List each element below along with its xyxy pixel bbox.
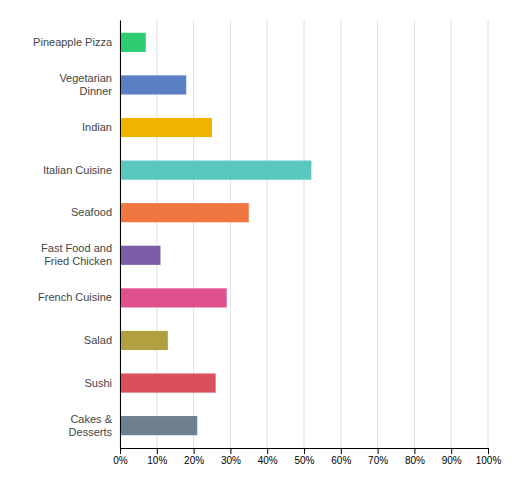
bars <box>120 33 311 435</box>
x-tick-label: 40% <box>258 455 278 466</box>
y-tick: Salad <box>84 334 112 346</box>
grid-line <box>267 20 268 448</box>
bar <box>120 118 212 137</box>
x-tick-mark <box>120 448 121 454</box>
x-tick-mark <box>341 448 342 454</box>
axis-domain <box>120 21 121 449</box>
x-tick-mark <box>157 448 158 454</box>
axis-domain <box>121 449 489 455</box>
x-tick-mark <box>304 448 305 454</box>
x-tick-label: 0% <box>113 455 128 466</box>
x-tick: 80% <box>405 448 425 466</box>
y-tick: Cakes &Desserts <box>69 413 113 438</box>
bar <box>120 33 146 52</box>
y-tick-label: Cakes &Desserts <box>69 413 113 438</box>
grid-line <box>120 20 121 448</box>
grid-line <box>304 20 305 448</box>
y-tick-label: Salad <box>84 334 112 346</box>
x-tick: 60% <box>331 448 351 466</box>
x-tick-label: 50% <box>294 455 314 466</box>
bar <box>120 161 311 180</box>
x-tick-label: 100% <box>476 455 502 466</box>
x-tick-label: 90% <box>442 455 462 466</box>
x-axis: 0% 10% 20% 30% 40% 50% 60% 70% 80% 90% 100% <box>113 448 501 466</box>
x-tick-label: 70% <box>368 455 388 466</box>
bar <box>120 75 186 94</box>
x-tick: 40% <box>258 448 278 466</box>
y-tick: Fast Food andFried Chicken <box>41 242 112 267</box>
y-tick: Indian <box>82 121 112 133</box>
y-tick: French Cuisine <box>38 291 112 303</box>
x-tick-label: 60% <box>331 455 351 466</box>
x-tick: 30% <box>221 448 241 466</box>
bar <box>120 373 216 392</box>
x-tick: 90% <box>442 448 462 466</box>
grid-line <box>377 20 378 448</box>
y-tick-label: Pineapple Pizza <box>33 36 113 48</box>
y-tick: VegetarianDinner <box>59 72 112 97</box>
grid-line <box>340 20 341 448</box>
y-tick: Pineapple Pizza <box>33 36 113 48</box>
y-tick-label: French Cuisine <box>38 291 112 303</box>
plot: 0% 10% 20% 30% 40% 50% 60% 70% 80% 90% 100% Pineapp… <box>33 20 501 466</box>
y-axis: Pineapple Pizza VegetarianDinner Indian Ita… <box>33 21 120 449</box>
x-tick-label: 30% <box>221 455 241 466</box>
x-tick-mark <box>378 448 379 454</box>
x-tick: 0% <box>113 448 128 466</box>
grid-line <box>488 20 489 448</box>
x-tick-label: 10% <box>147 455 167 466</box>
bar <box>120 246 160 265</box>
bar <box>120 203 249 222</box>
x-tick: 70% <box>368 448 388 466</box>
x-tick-mark <box>267 448 268 454</box>
x-tick-label: 20% <box>184 455 204 466</box>
x-tick: 50% <box>294 448 314 466</box>
x-tick: 20% <box>184 448 204 466</box>
bar <box>120 331 168 350</box>
x-tick: 10% <box>147 448 167 466</box>
chart: 0% 10% 20% 30% 40% 50% 60% 70% 80% 90% 100% Pineapp… <box>0 0 512 484</box>
y-tick-label: Italian Cuisine <box>43 164 112 176</box>
y-tick-label: Indian <box>82 121 112 133</box>
x-tick-mark <box>488 448 489 454</box>
y-tick-label: Sushi <box>84 377 112 389</box>
y-tick: Seafood <box>71 206 112 218</box>
y-tick-label: Seafood <box>71 206 112 218</box>
grid <box>120 20 488 448</box>
grid-line <box>414 20 415 448</box>
x-tick-mark <box>414 448 415 454</box>
bar <box>120 416 197 435</box>
x-tick-mark <box>451 448 452 454</box>
x-tick-label: 80% <box>405 455 425 466</box>
x-tick-mark <box>230 448 231 454</box>
x-tick-mark <box>194 448 195 454</box>
y-tick: Italian Cuisine <box>43 164 112 176</box>
bar <box>120 288 227 307</box>
grid-line <box>451 20 452 448</box>
y-tick-label: Fast Food andFried Chicken <box>41 242 112 267</box>
grid-line <box>230 20 231 448</box>
y-tick: Sushi <box>84 377 112 389</box>
x-tick: 100% <box>476 448 502 466</box>
y-tick-label: VegetarianDinner <box>59 72 112 97</box>
